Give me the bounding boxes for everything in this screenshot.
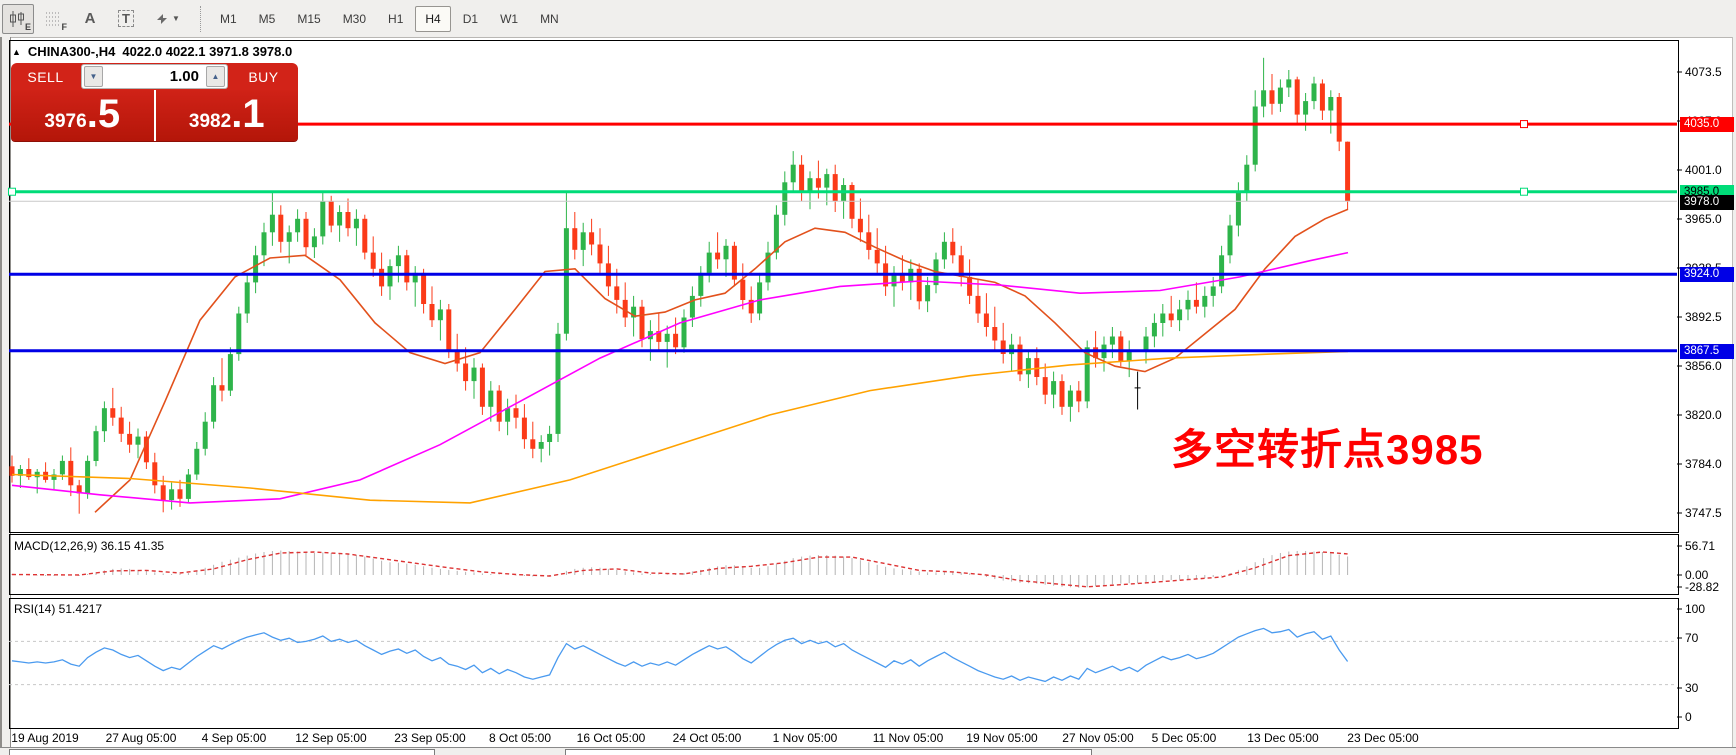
chart-title-bar: ▲ CHINA300-,H4 4022.0 4022.1 3971.8 3978…	[12, 44, 292, 59]
font-icon[interactable]: A	[84, 10, 96, 27]
timeframe-group: M1 M5 M15 M30 H1 H4 D1 W1 MN	[209, 5, 570, 32]
date-label: 1 Nov 05:00	[772, 731, 838, 745]
date-label: 12 Sep 05:00	[295, 731, 367, 745]
symbol-period-label: CHINA300-,H4	[27, 44, 116, 59]
volume-value[interactable]: 1.00	[169, 68, 199, 85]
price-badge: 4035.0	[1680, 117, 1734, 132]
sell-price-big-digit: .5	[86, 92, 121, 136]
price-tick-label: 3892.5	[1685, 310, 1722, 324]
arrows-glyph	[157, 13, 168, 24]
window-right-edge	[1732, 37, 1736, 755]
date-label: 13 Dec 05:00	[1247, 731, 1319, 745]
date-label: 19 Nov 05:00	[966, 731, 1038, 745]
rsi-tick-label: 0	[1685, 710, 1692, 724]
buy-price-main: 3982	[188, 111, 232, 132]
chart-window-sub-label: E	[24, 21, 31, 32]
price-badge: 3924.0	[1680, 267, 1734, 282]
date-label: 5 Dec 05:00	[1151, 731, 1217, 745]
collapse-triangle-icon[interactable]: ▲	[12, 46, 21, 57]
chevron-down-icon: ▼	[172, 14, 180, 23]
grid-sub-label: F	[61, 21, 68, 32]
timeframe-button-M1[interactable]: M1	[220, 11, 237, 26]
date-label: 27 Aug 05:00	[105, 731, 177, 745]
sell-price-main: 3976	[44, 111, 87, 132]
price-axis[interactable]: 4073.54037.04001.03965.03928.53892.53856…	[1678, 37, 1734, 755]
price-tick-label: 4001.0	[1685, 163, 1722, 177]
date-label: 23 Dec 05:00	[1347, 731, 1419, 745]
one-click-trading-panel: SELL ▼ 1.00 ▲ BUY 3976 .5 3982 .1	[11, 63, 298, 141]
timeframe-button-H4[interactable]: H4	[415, 5, 451, 32]
rsi-tick-label: 30	[1685, 681, 1699, 695]
date-label: 11 Nov 05:00	[872, 731, 944, 745]
cursor-arrows-icon[interactable]: ▼	[146, 4, 188, 34]
grid-glyph	[46, 12, 60, 25]
rsi-label: RSI(14) 51.4217	[14, 602, 103, 616]
date-label: 19 Aug 2019	[11, 731, 79, 745]
grid-icon[interactable]: F	[38, 4, 70, 34]
buy-price-big-digit: .1	[231, 92, 265, 136]
text-label-icon[interactable]: T	[110, 4, 142, 34]
buy-button[interactable]: BUY	[248, 68, 279, 85]
price-badge: 3978.0	[1680, 195, 1734, 210]
price-badge: 3867.5	[1680, 344, 1734, 359]
chart-window-icon[interactable]: E	[2, 3, 34, 34]
candlestick-glyph	[10, 10, 24, 27]
ohlc-values: 4022.0 4022.1 3971.8 3978.0	[122, 44, 293, 59]
timeframe-button-H1[interactable]: H1	[388, 11, 404, 26]
timeframe-button-M15[interactable]: M15	[297, 11, 321, 26]
date-label: 27 Nov 05:00	[1062, 731, 1134, 745]
timeframe-button-MN[interactable]: MN	[540, 11, 559, 26]
price-tick-label: 3784.0	[1685, 457, 1722, 471]
date-label: 16 Oct 05:00	[576, 731, 646, 745]
volume-increase-button[interactable]: ▲	[206, 66, 225, 87]
macd-label: MACD(12,26,9) 36.15 41.35	[14, 539, 165, 553]
volume-box: ▼ 1.00 ▲	[81, 64, 228, 89]
macd-tick-label: 0.00	[1685, 568, 1709, 582]
time-axis[interactable]: 19 Aug 2019 27 Aug 05:00 4 Sep 05:00 12 Sep…	[0, 731, 1736, 747]
date-label: 24 Oct 05:00	[672, 731, 742, 745]
volume-decrease-button[interactable]: ▼	[84, 66, 103, 87]
rsi-tick-label: 100	[1685, 602, 1706, 616]
macd-tick-label: -28.82	[1685, 580, 1720, 594]
sell-button[interactable]: SELL	[27, 68, 64, 85]
bottom-strip	[0, 747, 1736, 755]
window-left-edge	[0, 37, 11, 755]
rsi-panel[interactable]	[9, 598, 1679, 729]
chinese-annotation[interactable]: 多空转折点3985	[1171, 426, 1484, 473]
toolbar-separator	[200, 5, 201, 32]
toolbar: E F A T ▼ M1 M5 M15 M30 H1 H4 D1 W1 MN	[0, 0, 1736, 38]
macd-panel[interactable]	[9, 534, 1679, 595]
timeframe-button-D1[interactable]: D1	[462, 11, 479, 26]
date-label: 4 Sep 05:00	[201, 731, 267, 745]
sell-price[interactable]: 3976 .5	[11, 90, 156, 141]
timeframe-button-M5[interactable]: M5	[258, 11, 276, 26]
rsi-tick-label: 70	[1685, 631, 1699, 645]
macd-tick-label: 56.71	[1685, 539, 1716, 553]
price-tick-label: 4073.5	[1685, 65, 1722, 79]
date-label: 23 Sep 05:00	[394, 731, 466, 745]
price-tick-label: 3856.0	[1685, 359, 1722, 373]
date-label: 8 Oct 05:00	[488, 731, 552, 745]
bottom-tab[interactable]	[565, 749, 1092, 755]
buy-price[interactable]: 3982 .1	[156, 90, 299, 141]
timeframe-button-M30[interactable]: M30	[342, 11, 367, 26]
price-tick-label: 3965.0	[1685, 212, 1722, 226]
price-tick-label: 3820.0	[1685, 408, 1722, 422]
bottom-tab[interactable]	[9, 749, 435, 755]
price-tick-label: 3747.5	[1685, 506, 1722, 520]
timeframe-button-W1[interactable]: W1	[500, 11, 519, 26]
main-chart-panel[interactable]	[9, 40, 1679, 533]
